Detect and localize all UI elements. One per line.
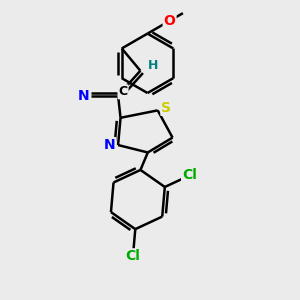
Text: H: H — [148, 59, 158, 72]
Text: Cl: Cl — [125, 249, 140, 263]
Text: C: C — [118, 85, 127, 98]
Text: N: N — [103, 138, 115, 152]
Text: O: O — [164, 14, 176, 28]
Text: N: N — [78, 88, 89, 103]
Text: Cl: Cl — [182, 169, 197, 182]
Text: S: S — [161, 101, 171, 115]
